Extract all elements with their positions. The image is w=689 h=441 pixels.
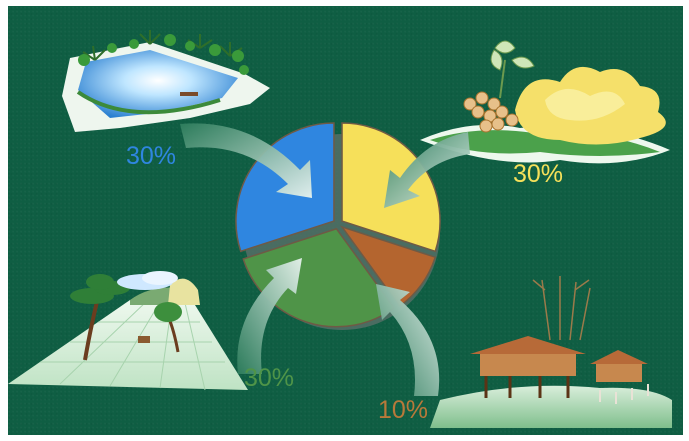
- pie-slice-field: [242, 227, 396, 328]
- stilt-houses-icon: [430, 276, 672, 428]
- arrow-flowers-to-pie: [384, 132, 470, 208]
- flowers-and-fruit-icon: [420, 40, 670, 164]
- label-field-percent: 30%: [244, 364, 294, 392]
- arrow-pond-to-pie: [180, 123, 312, 198]
- label-houses-percent: 10%: [378, 396, 428, 424]
- field-with-trees-icon: [8, 271, 248, 391]
- pond-with-palm-trees-icon: [62, 30, 270, 132]
- arrow-houses-to-pie: [376, 284, 440, 396]
- label-flowers-percent: 30%: [513, 160, 563, 188]
- label-pond-percent: 30%: [126, 142, 176, 170]
- arrow-field-to-pie: [237, 258, 302, 374]
